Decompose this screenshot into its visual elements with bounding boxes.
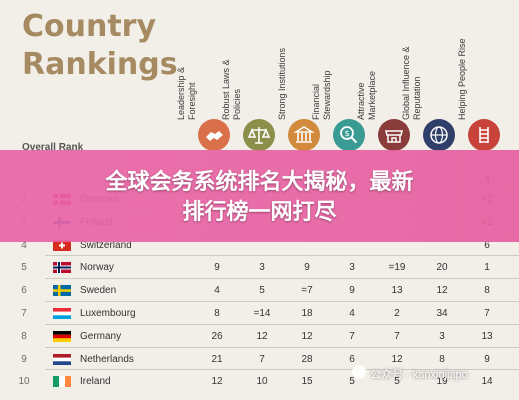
scales-icon [243,119,275,151]
row-rank: 10 [18,376,30,388]
table-row: 5 Norway 9 3 9 3 =19 20 1 [0,256,519,279]
title-line-1: Country [22,9,157,44]
table-cell: 20 [436,262,448,274]
table-row: 7 Luxembourg 8 =14 18 4 2 34 7 [0,302,519,325]
ireland-flag-icon [53,376,71,388]
row-rank: 6 [21,285,27,297]
table-cell: 7 [349,330,355,342]
row-divider [45,301,519,302]
row-country: Germany [80,330,122,342]
luxembourg-flag-icon [53,308,71,319]
table-cell: 21 [211,353,223,365]
row-divider [45,346,519,348]
banner-line-2: 排行榜一网打尽 [182,200,337,225]
table-cell: 2 [394,308,400,319]
table-cell: 12 [211,376,223,388]
page-title: Country Rankings [22,8,178,84]
table-cell: 6 [349,353,355,365]
hand-shake-icon [198,119,230,151]
table-cell: 9 [304,262,310,274]
row-rank: 5 [21,262,27,274]
table-cell: 3 [349,262,355,274]
banner-line-1: 全球会务系统排名大揭秘，最新 [105,170,414,195]
table-cell: 9 [349,285,355,297]
column-header-helping: Helping People Rise [457,38,467,120]
watermark-text: 公众号 · kanxinjiapo [370,369,468,381]
table-cell: 10 [256,376,268,388]
norway-flag-icon [53,262,71,274]
watermark: 公众号 · kanxinjiapo [352,361,512,385]
table-cell: 4 [349,308,355,319]
table-cell: 12 [256,330,268,342]
table-cell: 12 [436,285,448,297]
table-cell: 7 [394,330,400,342]
row-country: Netherlands [80,353,134,365]
table-row: 8 Germany 26 12 12 7 7 3 13 [0,325,519,348]
table-cell: 5 [394,376,400,388]
sweden-flag-icon [53,285,71,297]
table-cell: =14 [253,308,271,319]
row-rank: 9 [21,353,27,365]
market-icon [378,119,410,151]
table-cell: 18 [301,308,313,319]
row-country: Ireland [80,376,111,388]
table-cell: 6 [484,239,490,251]
table-cell: =19 [388,262,406,274]
table-cell: 8 [214,308,220,319]
table-cell: 9 [484,353,490,365]
row-rank: 4 [21,239,27,251]
switzerland-flag-icon [53,239,71,251]
table-cell: 1 [484,262,490,274]
table-cell: 9 [214,262,220,274]
table-cell: 3 [259,262,265,274]
row-country: Switzerland [80,239,132,251]
table-cell: 13 [481,330,493,342]
svg-text:$: $ [344,129,349,138]
germany-flag-icon [53,330,71,342]
globe-icon [423,119,455,151]
table-cell: 26 [211,330,223,342]
title-line-2: Rankings [22,47,178,82]
building-icon [288,119,320,151]
table-cell: 7 [484,308,490,319]
table-cell: =7 [301,285,313,297]
overall-rank-label: Overall Rank [22,142,84,153]
row-rank: 7 [21,308,27,319]
row-country: Luxembourg [80,308,136,319]
row-country: Norway [80,262,114,274]
row-divider [45,369,519,371]
row-divider [45,278,519,280]
row-rank: 8 [21,330,27,342]
ladder-icon [468,119,500,151]
table-cell: 8 [439,353,445,365]
table-cell: 13 [391,285,403,297]
money-magnifier-icon: $ [333,119,365,151]
table-cell: 19 [436,376,448,388]
row-divider [45,323,519,325]
table-cell: 4 [214,285,220,297]
table-row: 6 Sweden 4 5 =7 9 13 12 8 [0,279,519,302]
table-row: 9 Netherlands 21 7 28 6 12 8 9 [0,348,519,371]
table-cell: 12 [301,330,313,342]
table-cell: 28 [301,353,313,365]
table-cell: 15 [301,376,313,388]
table-cell: 12 [391,353,403,365]
table-cell: 14 [481,376,493,388]
table-row: 10 Ireland 12 10 15 5 5 19 14 [0,370,519,393]
row-divider [45,255,519,257]
table-cell: 8 [484,285,490,297]
row-country: Sweden [80,285,117,297]
netherlands-flag-icon [53,353,71,365]
table-cell: 34 [436,308,448,319]
table-cell: 5 [259,285,265,297]
table-row: 4 Switzerland 6 [0,234,519,257]
wechat-icon [352,365,366,379]
headline-banner: 全球会务系统排名大揭秘，最新 排行榜一网打尽 [0,150,519,242]
table-cell: 5 [349,376,355,388]
table-cell: 3 [439,330,445,342]
table-cell: 7 [259,353,265,365]
